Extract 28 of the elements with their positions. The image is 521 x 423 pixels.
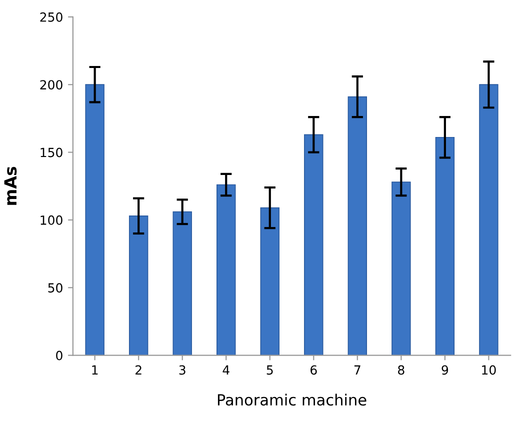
y-tick-label: 250 bbox=[40, 12, 62, 22]
bar bbox=[172, 211, 192, 356]
bar bbox=[85, 84, 104, 356]
x-tick-label: 7 bbox=[354, 365, 360, 375]
x-tick-label: 6 bbox=[310, 365, 317, 375]
bar bbox=[128, 215, 148, 356]
y-tick-label: 200 bbox=[40, 80, 62, 90]
x-tick-label: 2 bbox=[136, 365, 142, 375]
bar bbox=[260, 207, 280, 356]
bar bbox=[479, 84, 498, 356]
x-tick-label: 9 bbox=[442, 365, 448, 375]
y-tick-label: 0 bbox=[56, 350, 62, 360]
x-tick-label: 8 bbox=[398, 365, 404, 375]
x-tick-label: 5 bbox=[266, 365, 273, 375]
x-tick-label: 1 bbox=[92, 365, 98, 375]
x-tick-label: 10 bbox=[482, 365, 496, 375]
y-tick-label: 100 bbox=[40, 215, 62, 225]
y-axis-title: mAs bbox=[4, 166, 17, 205]
x-axis-title: Panoramic machine bbox=[218, 394, 366, 406]
bar bbox=[435, 136, 455, 356]
bar bbox=[392, 182, 411, 356]
y-tick-label: 150 bbox=[40, 148, 62, 158]
bar bbox=[216, 184, 236, 356]
x-tick-label: 4 bbox=[222, 365, 230, 375]
bar bbox=[304, 134, 324, 356]
y-tick-label: 50 bbox=[48, 283, 62, 293]
x-tick-label: 3 bbox=[179, 365, 186, 375]
bar bbox=[348, 96, 368, 356]
